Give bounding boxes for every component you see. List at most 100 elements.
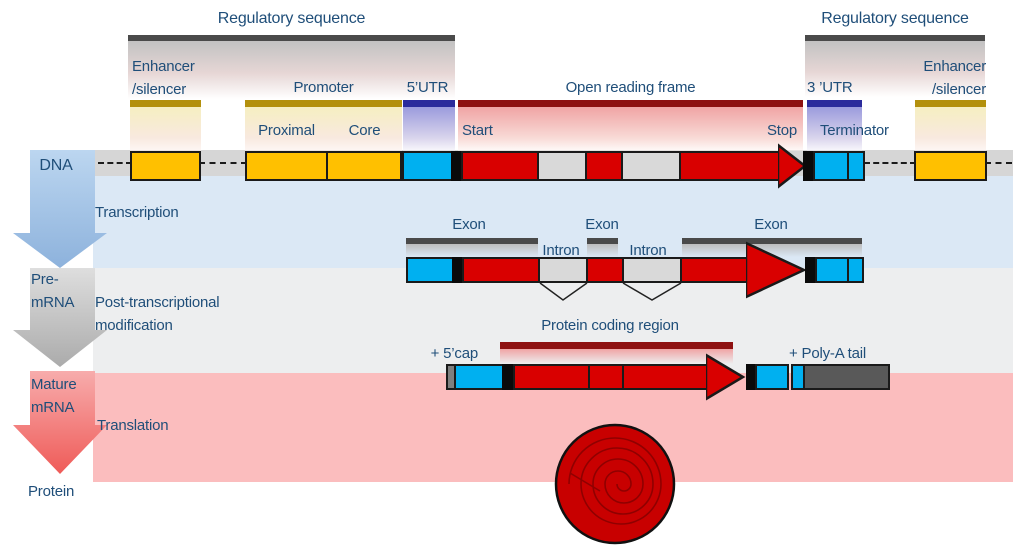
dna-dashed-line	[98, 162, 132, 164]
transcription-label: Transcription	[95, 204, 179, 221]
exon3-bracket-gradient	[682, 244, 862, 257]
protein-row-label: Protein	[28, 483, 75, 500]
exon2-bracket	[587, 238, 618, 244]
dna-core-promoter-box	[326, 151, 402, 181]
promoter-label: Promoter	[293, 79, 354, 96]
promoter-gradient	[245, 107, 402, 151]
enhancer-left-line2: /silencer	[132, 81, 187, 98]
premrna-utr5-box	[406, 257, 454, 283]
exon1-bracket	[406, 238, 538, 244]
dna-dashed-line	[199, 162, 247, 164]
premrna-intron2-segment	[622, 257, 682, 283]
orf-gradient	[458, 107, 803, 151]
dna-dashed-line	[864, 162, 916, 164]
pre-mrna-line2: mRNA	[31, 294, 75, 311]
dna-arrowhead	[778, 143, 808, 189]
premrna-arrowhead	[746, 241, 807, 299]
stop-label: Stop	[766, 122, 797, 139]
mature-exon1-segment	[513, 364, 590, 390]
premrna-exon2-segment	[586, 257, 624, 283]
exon3-label: Exon	[754, 216, 788, 233]
enhancer-left-gradient	[130, 107, 201, 151]
mature-mrna-row-label: Mature mRNA	[31, 373, 95, 419]
regulatory-sequence-left-gradient	[128, 41, 455, 99]
premrna-exon1-segment	[462, 257, 540, 283]
dna-enhancer-right-box	[914, 151, 987, 181]
five-cap-label: + 5’cap	[430, 345, 479, 362]
dna-utr3-box	[813, 151, 849, 181]
pre-mrna-line1: Pre-	[31, 271, 59, 288]
post-transcriptional-line1: Post-transcriptional	[95, 294, 220, 311]
exon1-label: Exon	[452, 216, 486, 233]
mature-mrna-line2: mRNA	[31, 399, 75, 416]
intron2-label: Intron	[629, 242, 667, 259]
mature-poly-a-box	[803, 364, 890, 390]
intron1-label: Intron	[542, 242, 580, 259]
enhancer-right-gradient	[915, 107, 986, 151]
enhancer-right-bar	[915, 100, 986, 107]
dna-exon1-segment	[461, 151, 539, 181]
regulatory-sequence-right-gradient	[805, 41, 985, 97]
exon2-bracket-gradient	[587, 244, 618, 257]
dna-intron1-segment	[537, 151, 587, 181]
dna-row-label: DNA	[39, 157, 73, 174]
dna-dashed-line	[985, 162, 1012, 164]
dna-terminator-box	[847, 151, 865, 181]
translation-arrow	[13, 371, 107, 474]
poly-a-tail-label: + Poly-A tail	[789, 345, 867, 362]
core-label: Core	[348, 122, 381, 139]
mature-arrowhead	[706, 353, 746, 401]
translation-label: Translation	[97, 417, 169, 434]
protein-coding-region-label: Protein coding region	[541, 317, 679, 334]
protein-coding-region-bar	[500, 342, 733, 349]
protein-folded-icon	[554, 423, 676, 545]
post-transcriptional-line2: modification	[95, 317, 173, 334]
premrna-intron1-segment	[538, 257, 588, 283]
orf-label: Open reading frame	[565, 79, 696, 96]
dna-intron2-segment	[621, 151, 681, 181]
enhancer-left-line1: Enhancer	[132, 58, 195, 75]
splice-out-marks	[539, 282, 682, 301]
enhancer-right-line1: Enhancer	[923, 58, 986, 75]
protein-coding-region-gradient	[500, 349, 733, 364]
utr3-label: 3 ’UTR	[807, 79, 853, 96]
start-label: Start	[462, 122, 493, 139]
enhancer-silencer-left-label: Enhancer /silencer	[132, 55, 222, 101]
regulatory-sequence-right-label: Regulatory sequence	[821, 10, 969, 27]
regulatory-sequence-right-bracket	[805, 35, 985, 41]
terminator-label: Terminator	[820, 122, 889, 139]
mature-utr3-box	[755, 364, 789, 390]
promoter-bar	[245, 100, 402, 107]
utr3-gradient	[807, 107, 862, 151]
regulatory-sequence-left-bracket	[128, 35, 455, 41]
exon2-label: Exon	[585, 216, 619, 233]
post-transcriptional-label: Post-transcriptional modification	[95, 291, 295, 337]
premrna-terminator-box	[847, 257, 864, 283]
enhancer-left-bar	[130, 100, 201, 107]
post-transcription-arrow	[13, 268, 107, 367]
enhancer-silencer-right-label: Enhancer /silencer	[898, 55, 986, 101]
enhancer-right-line2: /silencer	[931, 81, 986, 98]
exon3-bracket	[682, 238, 862, 244]
orf-bar	[458, 100, 803, 107]
mature-mrna-band	[93, 373, 1013, 482]
dna-exon2-segment	[585, 151, 623, 181]
premrna-utr3-box	[815, 257, 849, 283]
regulatory-sequence-left-label: Regulatory sequence	[217, 10, 366, 27]
dna-exon3-segment	[679, 151, 781, 181]
dna-proximal-promoter-box	[245, 151, 328, 181]
utr3-bar	[807, 100, 862, 107]
utr5-label: 5’UTR	[406, 79, 449, 96]
mature-exon2-segment	[588, 364, 624, 390]
mature-utr5-box	[454, 364, 504, 390]
transcription-arrow	[13, 150, 107, 268]
proximal-label: Proximal	[258, 122, 315, 139]
dna-enhancer-left-box	[130, 151, 201, 181]
exon1-bracket-gradient	[406, 244, 538, 257]
pre-mrna-row-label: Pre- mRNA	[31, 268, 95, 314]
utr5-bar	[403, 100, 455, 107]
dna-utr5-box	[402, 151, 453, 181]
premrna-exon3-segment	[680, 257, 748, 283]
mature-exon3-segment	[622, 364, 708, 390]
